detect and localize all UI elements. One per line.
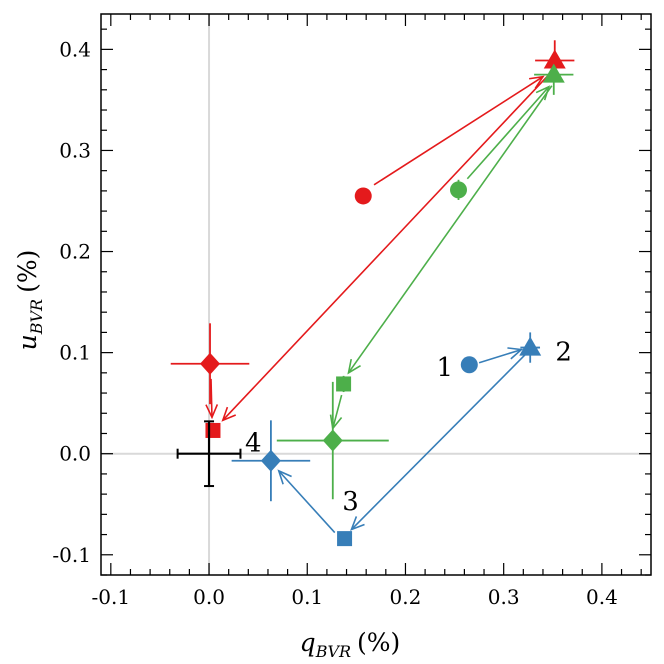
blue-epoch4-diamond-marker — [260, 449, 281, 472]
green-epoch3-square-marker — [336, 376, 352, 392]
arrow-shaft-6 — [332, 394, 343, 429]
arrow-head-2 — [221, 406, 237, 422]
reference-point — [176, 420, 242, 488]
x-tick-label: 0.0 — [193, 585, 225, 609]
arrow-head-5 — [347, 358, 361, 375]
green-epoch4-diamond-marker — [322, 429, 343, 452]
blue-epoch1-circle-marker — [460, 356, 478, 374]
y-tick-label: 0.0 — [59, 442, 91, 466]
arrow-layer — [205, 74, 553, 534]
arrow-shaft-1 — [373, 75, 544, 186]
blue-epoch3-square-marker — [337, 531, 353, 547]
zero-reference-lines — [101, 14, 651, 575]
arrow-shaft-3 — [210, 378, 213, 418]
x-axis-label: qBVR (%) — [300, 628, 401, 661]
x-tick-label: 0.1 — [291, 585, 323, 609]
arrow-head-8 — [350, 516, 365, 531]
x-tick-label: 0.2 — [390, 585, 422, 609]
y-tick-label: 0.1 — [59, 341, 91, 365]
x-tick-label: 0.4 — [586, 585, 618, 609]
red-epoch3-square-marker — [205, 422, 221, 438]
green-epoch2-triangle-marker — [542, 63, 565, 83]
arrow-head-7 — [507, 347, 524, 360]
errorbar-layer — [170, 40, 575, 545]
arrow-head-3 — [205, 404, 219, 420]
y-tick-label: 0.2 — [59, 240, 91, 264]
tick-labels: -0.1 0.0 0.1 0.2 0.3 0.4 -0.1 0.0 0.1 0.2 0.3 0.4 — [52, 37, 617, 609]
arrow-head-4 — [535, 85, 551, 101]
plot-frame — [100, 13, 652, 576]
plot-border — [100, 13, 652, 576]
arrow-shaft-5 — [347, 85, 553, 374]
y-tick-label: 0.3 — [59, 138, 91, 162]
y-axis-sub: BVR — [27, 299, 46, 335]
red-epoch2-triangle-marker — [543, 49, 566, 69]
arrow-head-1 — [529, 75, 545, 89]
axis-ticks — [101, 14, 651, 576]
arrow-shaft-2 — [222, 74, 550, 421]
arrow-head-9 — [277, 469, 292, 485]
y-axis-label: uBVR (%) — [13, 250, 46, 351]
x-axis-var: q — [300, 628, 316, 657]
arrow-shaft-4 — [466, 86, 550, 180]
blue-epoch2-triangle-marker — [519, 336, 542, 356]
epoch-label-4: 4 — [245, 429, 262, 459]
y-tick-label: -0.1 — [52, 543, 91, 567]
epoch-annotations: 1 2 3 4 — [245, 338, 572, 518]
marker-layer — [200, 49, 566, 547]
y-axis-unit: (%) — [13, 250, 42, 293]
green-epoch1-circle-marker — [450, 181, 467, 199]
x-axis-sub: BVR — [315, 642, 351, 661]
arrow-shaft-9 — [278, 470, 336, 534]
epoch-label-1: 1 — [436, 353, 453, 383]
epoch-label-2: 2 — [555, 338, 572, 368]
x-tick-label: -0.1 — [92, 585, 131, 609]
y-tick-label: 0.4 — [59, 37, 91, 61]
y-axis-var: u — [13, 334, 42, 350]
epoch-label-3: 3 — [342, 487, 359, 517]
red-epoch4-diamond-marker — [200, 352, 221, 375]
red-epoch1-circle-marker — [354, 187, 372, 205]
x-tick-label: 0.3 — [488, 585, 520, 609]
arrow-shaft-7 — [478, 348, 522, 364]
arrow-shaft-8 — [350, 352, 528, 531]
x-axis-unit: (%) — [357, 628, 400, 657]
